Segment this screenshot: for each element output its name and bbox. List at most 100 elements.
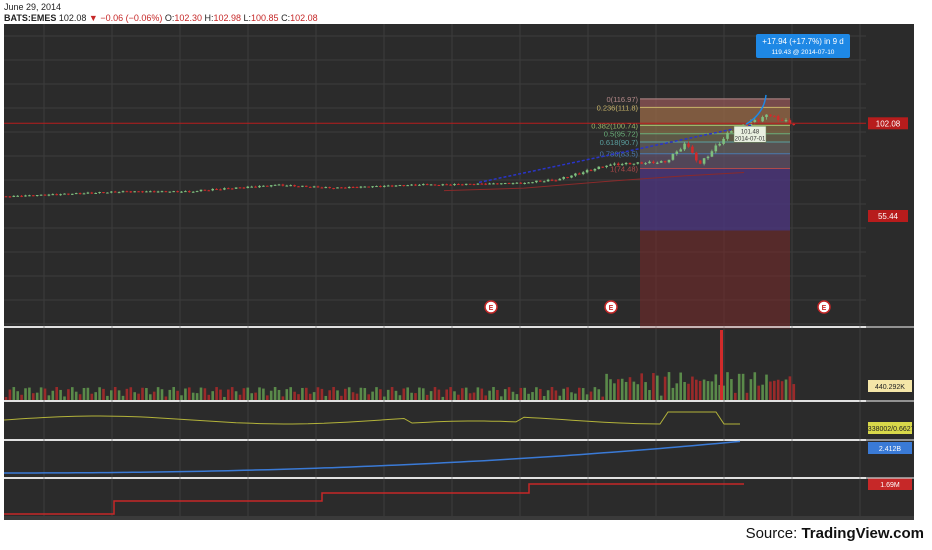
- candle-body: [227, 188, 230, 190]
- candle-body: [414, 184, 417, 186]
- candle-body: [301, 185, 304, 187]
- candle-body: [558, 178, 562, 181]
- candle-body: [320, 187, 324, 189]
- candle-body: [230, 188, 234, 190]
- volume-bar: [531, 392, 534, 400]
- candle-body: [507, 183, 511, 185]
- volume-bar: [223, 396, 226, 400]
- volume-bar: [351, 392, 355, 400]
- symbol: BATS:EMES: [4, 13, 57, 23]
- candle-body: [176, 191, 179, 193]
- open-label: O:: [164, 13, 175, 23]
- high-label: H:: [204, 13, 214, 23]
- candle-body: [687, 143, 690, 147]
- volume-bar: [698, 380, 702, 400]
- candle-body: [671, 154, 675, 160]
- volume-bar: [281, 396, 285, 400]
- volume-bar: [667, 372, 671, 400]
- fib-level-label: 0.5(95.72): [604, 130, 639, 139]
- volume-bar: [679, 372, 682, 400]
- volume-bar: [355, 393, 359, 400]
- volume-bar: [656, 375, 659, 400]
- candle-body: [464, 183, 468, 185]
- volume-bar: [191, 392, 195, 400]
- candle-body: [539, 180, 542, 182]
- candle-body: [347, 186, 351, 189]
- volume-bar: [359, 387, 363, 400]
- candle-body: [273, 184, 277, 186]
- volume-bar: [301, 387, 304, 400]
- price-change: −0.06 (−0.06%): [100, 13, 163, 23]
- volume-bar: [20, 394, 23, 400]
- volume-bar: [141, 387, 144, 400]
- volume-bar: [617, 379, 620, 400]
- volume-bar: [238, 394, 242, 400]
- candle-body: [269, 185, 273, 187]
- candle-body: [328, 187, 331, 189]
- volume-bar: [383, 396, 386, 400]
- candle-body: [203, 189, 207, 191]
- candle-body: [749, 122, 753, 127]
- volume-bar: [254, 392, 257, 400]
- volume-bar: [753, 372, 757, 400]
- candle-body: [776, 116, 780, 120]
- volume-bar: [230, 387, 234, 400]
- volume-bar: [593, 387, 597, 400]
- volume-bar: [773, 380, 776, 400]
- candle-body: [250, 186, 253, 188]
- panel-value-badge: [868, 478, 912, 490]
- candle-body: [503, 183, 507, 185]
- volume-bar: [418, 387, 421, 400]
- volume-bar: [539, 388, 542, 400]
- candle-body: [617, 163, 620, 166]
- candle-body: [371, 186, 374, 188]
- candle-body: [262, 185, 265, 187]
- candle-body: [71, 193, 74, 195]
- volume-bar: [546, 390, 550, 400]
- candle-body: [445, 184, 448, 186]
- candle-body: [156, 191, 160, 193]
- candle-body: [324, 187, 328, 189]
- volume-bar: [519, 387, 523, 400]
- volume-bar: [535, 387, 538, 400]
- volume-bar: [628, 377, 632, 400]
- volume-bar: [394, 390, 398, 400]
- volume-bar: [199, 387, 203, 400]
- volume-bar: [164, 396, 168, 400]
- candle-body: [542, 181, 546, 183]
- candle-body: [698, 160, 702, 164]
- candle-body: [336, 187, 339, 189]
- candle-body: [277, 184, 281, 186]
- fib-level-label: 0.786(83.5): [600, 150, 639, 159]
- volume-bar: [402, 388, 406, 400]
- candle-body: [383, 185, 386, 187]
- candle-body: [683, 143, 686, 150]
- candle-body: [223, 188, 226, 190]
- volume-bar: [765, 374, 768, 400]
- volume-bar: [726, 372, 729, 400]
- candle-body: [351, 186, 355, 188]
- fib-level-label: 0.382(100.74): [591, 122, 638, 131]
- volume-bar: [4, 397, 8, 400]
- volume-bar: [511, 391, 515, 400]
- candle-body: [340, 187, 343, 189]
- volume-bar: [652, 373, 655, 400]
- low-value: 100.85: [251, 13, 279, 23]
- volume-bar: [129, 387, 133, 400]
- candle-body: [476, 183, 480, 185]
- volume-bar: [613, 383, 616, 400]
- candle-body: [773, 116, 776, 118]
- candle-body: [609, 164, 612, 166]
- volume-bar: [234, 391, 238, 400]
- volume-bar: [328, 390, 331, 400]
- volume-bar: [484, 395, 487, 400]
- candle-body: [24, 195, 27, 197]
- volume-bar: [340, 395, 343, 400]
- volume-bar: [578, 387, 581, 400]
- volume-bar: [644, 382, 647, 400]
- candle-body: [702, 158, 706, 164]
- ma-value-badge-text: 55.44: [878, 212, 899, 221]
- volume-bar: [503, 389, 507, 400]
- volume-bar: [8, 389, 12, 400]
- time-axis-bar: [4, 516, 914, 520]
